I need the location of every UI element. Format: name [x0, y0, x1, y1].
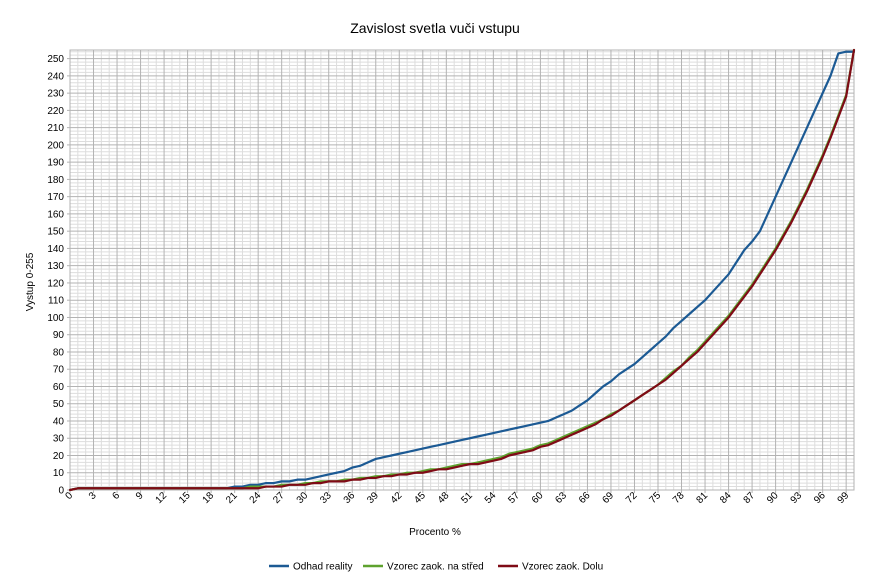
y-tick-label: 50	[53, 399, 65, 410]
y-tick-label: 250	[47, 54, 64, 65]
minor-grid	[70, 50, 855, 490]
y-tick-label: 200	[47, 140, 64, 151]
y-tick-label: 160	[47, 209, 64, 220]
y-axis-ticks: 0 10 20 30 40 50 60 70 80 90 100 110 120 130 140 150 160…	[47, 54, 70, 497]
x-axis-title: Procento %	[409, 527, 461, 538]
chart-title: Zavislost svetla vuči vstupu	[350, 20, 520, 36]
y-tick-label: 0	[58, 486, 64, 497]
y-tick-label: 80	[53, 347, 65, 358]
y-tick-label: 40	[53, 416, 65, 427]
plot-area	[69, 49, 855, 491]
y-tick-label: 140	[47, 244, 64, 255]
y-tick-label: 70	[53, 365, 65, 376]
y-tick-label: 240	[47, 71, 64, 82]
y-tick-label: 90	[53, 330, 65, 341]
major-grid	[69, 50, 854, 491]
legend-label-2: Vzorec zaok. na střed	[387, 562, 484, 573]
y-tick-label: 150	[47, 227, 64, 238]
y-tick-label: 220	[47, 106, 64, 117]
series-layer	[68, 48, 856, 492]
y-tick-label: 120	[47, 278, 64, 289]
y-tick-label: 20	[53, 451, 65, 462]
y-tick-label: 210	[47, 123, 64, 134]
y-axis-title: Vystup 0-255	[25, 252, 36, 311]
legend-label-3: Vzorec zaok. Dolu	[522, 562, 603, 573]
legend-label-1: Odhad reality	[293, 562, 352, 573]
y-tick-label: 170	[47, 192, 64, 203]
y-tick-label: 190	[47, 158, 64, 169]
series-line-3	[68, 48, 856, 492]
y-tick-label: 130	[47, 261, 64, 272]
y-tick-label: 110	[48, 296, 64, 307]
y-tick-label: 30	[53, 434, 65, 445]
y-tick-label: 60	[53, 382, 65, 393]
legend: Odhad reality Vzorec zaok. na střed Vzorec…	[269, 562, 603, 573]
y-tick-label: 180	[47, 175, 64, 186]
y-tick-label: 100	[47, 313, 64, 324]
y-tick-label: 230	[47, 89, 64, 100]
y-tick-label: 10	[53, 468, 65, 479]
